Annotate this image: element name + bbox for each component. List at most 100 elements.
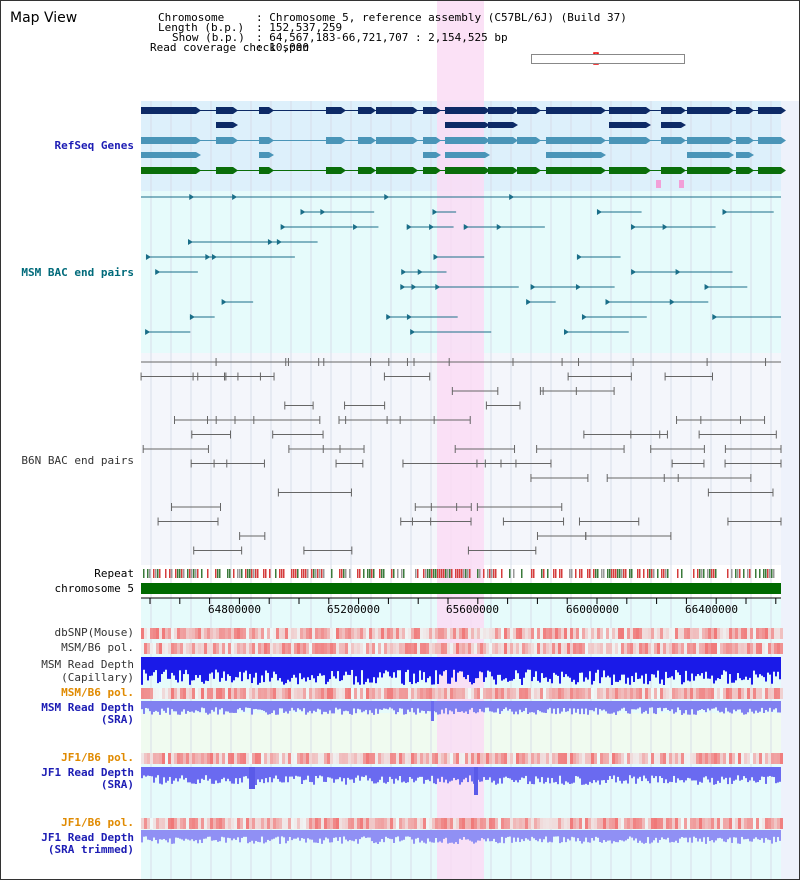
repeat-mark: [649, 569, 651, 578]
track-label-dbsnp[interactable]: dbSNP(Mouse): [54, 626, 134, 639]
depth-bar: [373, 657, 375, 678]
depth-bar: [279, 657, 281, 679]
depth-bar: [479, 701, 481, 709]
heat-cell: [630, 643, 633, 654]
repeat-mark: [393, 569, 395, 578]
heat-cell: [714, 688, 717, 699]
gene-arrow: [781, 137, 786, 144]
heat-cell: [279, 643, 282, 654]
heat-cell: [228, 628, 231, 639]
bac-end-marker: [463, 224, 469, 230]
heat-cell: [231, 753, 234, 764]
heat-cell: [690, 753, 693, 764]
depth-bar: [467, 657, 469, 675]
depth-bar: [197, 657, 199, 678]
heat-cell: [597, 628, 600, 639]
heat-cell: [672, 753, 675, 764]
bac-end-marker: [417, 269, 423, 275]
depth-bar: [433, 657, 435, 685]
depth-bar: [185, 830, 187, 839]
heat-cell: [657, 643, 660, 654]
repeat-mark: [265, 569, 267, 578]
depth-bar: [597, 767, 599, 781]
depth-bar: [527, 767, 529, 785]
heat-cell: [240, 643, 243, 654]
heat-cell: [306, 628, 309, 639]
heat-cell: [501, 643, 504, 654]
heat-cell: [486, 753, 489, 764]
heat-cell: [702, 628, 705, 639]
depth-bar: [225, 767, 227, 782]
heat-cell: [183, 753, 186, 764]
track-label-msm-b6-pol-2[interactable]: MSM/B6 pol.: [61, 686, 134, 699]
depth-bar: [345, 767, 347, 785]
depth-bar: [477, 830, 479, 841]
chromosome-ideogram[interactable]: [531, 54, 685, 64]
heat-cell: [765, 688, 768, 699]
heat-cell: [534, 688, 537, 699]
depth-bar: [585, 701, 587, 709]
heat-cell: [609, 688, 612, 699]
track-label-msm-depth-sra-line1[interactable]: MSM Read Depth: [41, 701, 134, 714]
depth-bar: [617, 767, 619, 777]
depth-bar: [535, 767, 537, 777]
heat-cell: [585, 628, 588, 639]
depth-bar: [347, 657, 349, 675]
heat-cell: [411, 818, 414, 829]
heat-cell: [429, 643, 432, 654]
depth-bar: [689, 657, 691, 682]
depth-bar: [393, 830, 395, 843]
heat-cell: [636, 753, 639, 764]
depth-bar: [203, 701, 205, 709]
depth-bar: [177, 701, 179, 715]
heat-cell: [456, 643, 459, 654]
heat-cell: [591, 753, 594, 764]
depth-bar: [193, 657, 195, 681]
gene-arrow: [269, 107, 274, 114]
track-label-jf1-depth-trim-line1[interactable]: JF1 Read Depth: [41, 831, 134, 844]
repeat-mark: [629, 569, 631, 578]
heat-cell: [603, 688, 606, 699]
track-label-jf1-b6-pol-1[interactable]: JF1/B6 pol.: [61, 751, 134, 764]
track-label-msm-depth-cap-line1[interactable]: MSM Read Depth: [41, 658, 134, 671]
bac-end-marker: [576, 254, 582, 260]
track-label-chromosome: chromosome 5: [54, 582, 134, 595]
track-label-b6n-bac[interactable]: B6N BAC end pairs: [21, 454, 134, 467]
depth-bar: [719, 767, 721, 783]
gene-arrow: [646, 167, 651, 174]
depth-bar: [167, 830, 169, 843]
depth-bar: [657, 701, 659, 708]
track-label-jf1-b6-pol-2[interactable]: JF1/B6 pol.: [61, 816, 134, 829]
heat-cell: [696, 628, 699, 639]
heat-cell: [441, 643, 444, 654]
repeat-mark: [513, 569, 515, 578]
track-label-repeat[interactable]: Repeat: [94, 567, 134, 580]
heat-cell: [168, 643, 171, 654]
heat-cell: [279, 818, 282, 829]
heat-cell: [582, 688, 585, 699]
depth-bar: [303, 657, 305, 678]
track-label-msm-bac[interactable]: MSM BAC end pairs: [21, 266, 134, 279]
depth-bar: [263, 767, 265, 784]
heat-cell: [219, 753, 222, 764]
depth-bar: [519, 657, 521, 679]
track-label-msm-b6-pol-1[interactable]: MSM/B6 pol.: [61, 641, 134, 654]
depth-bar: [361, 701, 363, 713]
heat-cell: [312, 643, 315, 654]
track-label-jf1-depth-sra-line1[interactable]: JF1 Read Depth: [41, 766, 134, 779]
depth-bar: [577, 830, 579, 839]
heat-cell: [222, 818, 225, 829]
repeat-mark: [615, 569, 617, 578]
gene-exon: [609, 122, 646, 128]
depth-bar: [645, 701, 647, 711]
depth-bar: [553, 701, 555, 709]
heat-cell: [300, 753, 303, 764]
heat-cell: [543, 818, 546, 829]
depth-bar: [531, 657, 533, 682]
track-label-refseq[interactable]: RefSeq Genes: [54, 139, 134, 152]
depth-bar: [343, 767, 345, 779]
depth-bar: [163, 657, 165, 672]
depth-bar: [319, 767, 321, 776]
heat-cell: [501, 818, 504, 829]
